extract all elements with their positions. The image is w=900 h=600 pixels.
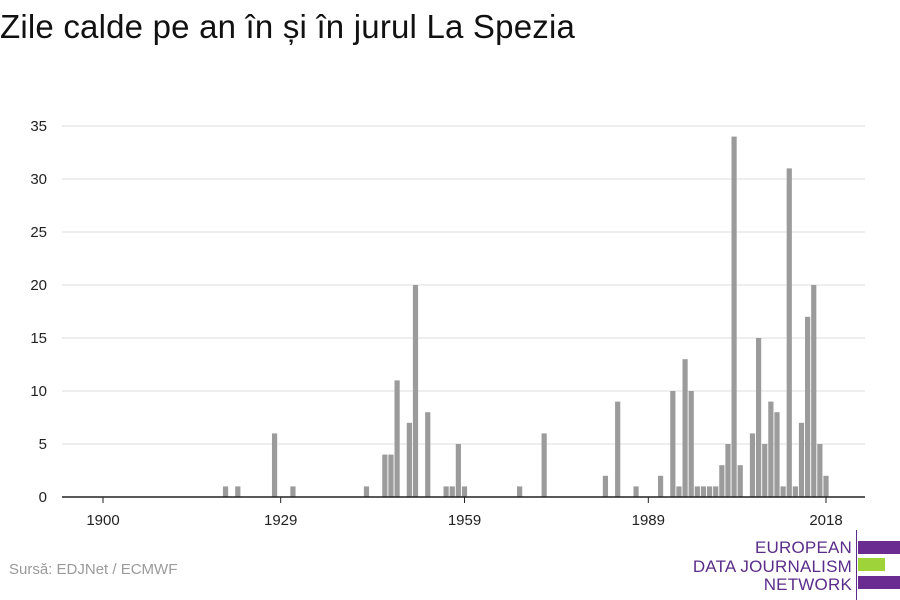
bar[interactable] bbox=[731, 136, 737, 497]
logo-bar-purple-top bbox=[858, 541, 900, 554]
bar[interactable] bbox=[388, 454, 394, 497]
bar[interactable] bbox=[725, 444, 731, 497]
y-tick-label: 5 bbox=[39, 436, 47, 453]
bar[interactable] bbox=[412, 285, 419, 497]
y-tick-label: 15 bbox=[30, 330, 47, 347]
bar[interactable] bbox=[222, 486, 229, 497]
x-tick-label: 1959 bbox=[448, 512, 481, 529]
bar[interactable] bbox=[541, 433, 547, 497]
logo-text-european: EUROPEAN bbox=[754, 538, 852, 557]
bar[interactable] bbox=[786, 168, 792, 497]
bar[interactable] bbox=[682, 359, 688, 497]
bar[interactable] bbox=[406, 422, 412, 497]
bar[interactable] bbox=[363, 486, 370, 497]
x-tick-labels: 1900 1929 1959 1989 2018 bbox=[86, 512, 842, 529]
source-note: Sursă: EDJNet / ECMWF bbox=[9, 561, 178, 578]
x-tick-label: 2018 bbox=[809, 512, 842, 529]
bar[interactable] bbox=[811, 285, 817, 497]
bar[interactable] bbox=[271, 433, 278, 497]
x-tick-label: 1900 bbox=[86, 512, 119, 529]
bar[interactable] bbox=[455, 444, 461, 497]
logo-text-data-journalism: DATA JOURNALISM bbox=[692, 557, 852, 576]
bar[interactable] bbox=[762, 444, 768, 497]
bar[interactable] bbox=[713, 486, 719, 497]
bar[interactable] bbox=[780, 486, 786, 497]
bar[interactable] bbox=[382, 454, 388, 497]
bar[interactable] bbox=[823, 475, 829, 497]
logo-bar-purple-bottom bbox=[858, 576, 900, 589]
logo-bar-green bbox=[858, 558, 885, 571]
y-tick-label: 10 bbox=[30, 383, 47, 400]
bar[interactable] bbox=[425, 412, 431, 497]
logo-text-network: NETWORK bbox=[763, 575, 852, 594]
bar[interactable] bbox=[749, 433, 756, 497]
x-axis bbox=[62, 496, 865, 503]
chart-title: Zile calde pe an în și în jurul La Spezi… bbox=[0, 8, 576, 45]
bar[interactable] bbox=[737, 465, 743, 497]
bar[interactable] bbox=[657, 475, 664, 497]
bar[interactable] bbox=[443, 486, 449, 497]
bar[interactable] bbox=[774, 412, 780, 497]
y-tick-label: 30 bbox=[30, 171, 47, 188]
logo-divider bbox=[856, 530, 857, 600]
y-tick-label: 0 bbox=[39, 489, 47, 506]
bars bbox=[222, 136, 829, 497]
bar[interactable] bbox=[517, 486, 523, 497]
bar[interactable] bbox=[792, 486, 798, 497]
bar[interactable] bbox=[719, 465, 725, 497]
bar[interactable] bbox=[394, 380, 400, 497]
bar[interactable] bbox=[805, 316, 811, 497]
bar[interactable] bbox=[602, 475, 609, 497]
x-tick-label: 1989 bbox=[632, 512, 665, 529]
gridlines bbox=[62, 125, 865, 445]
bar[interactable] bbox=[633, 486, 639, 497]
bar[interactable] bbox=[700, 486, 707, 497]
bar[interactable] bbox=[817, 444, 823, 497]
bar[interactable] bbox=[290, 486, 296, 497]
bar[interactable] bbox=[235, 486, 241, 497]
y-tick-label: 35 bbox=[30, 118, 47, 135]
y-tick-label: 25 bbox=[30, 224, 47, 241]
y-tick-label: 20 bbox=[30, 277, 47, 294]
bar[interactable] bbox=[768, 401, 774, 497]
edjnet-logo[interactable]: EUROPEAN DATA JOURNALISM NETWORK bbox=[690, 530, 900, 600]
bar[interactable] bbox=[449, 486, 455, 497]
bar[interactable] bbox=[706, 486, 713, 497]
y-tick-labels: 0 5 10 15 20 25 30 35 bbox=[30, 118, 47, 506]
bar[interactable] bbox=[676, 486, 682, 497]
bar[interactable] bbox=[756, 338, 762, 497]
bar[interactable] bbox=[688, 391, 694, 497]
bar[interactable] bbox=[461, 486, 468, 497]
bar[interactable] bbox=[694, 486, 700, 497]
bar[interactable] bbox=[798, 422, 805, 497]
bar[interactable] bbox=[670, 391, 676, 497]
bar[interactable] bbox=[615, 401, 621, 497]
x-tick-label: 1929 bbox=[264, 512, 297, 529]
